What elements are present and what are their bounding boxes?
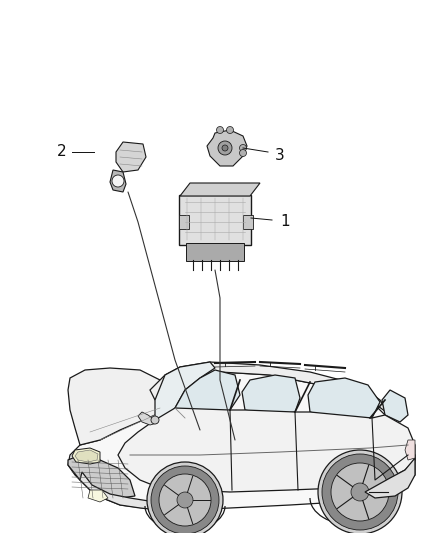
Polygon shape (116, 142, 146, 172)
Polygon shape (75, 450, 98, 462)
Circle shape (147, 462, 223, 533)
Polygon shape (68, 372, 415, 510)
Text: 3: 3 (275, 148, 285, 163)
Polygon shape (80, 472, 160, 510)
Circle shape (351, 483, 369, 501)
Circle shape (318, 450, 402, 533)
Circle shape (218, 141, 232, 155)
Circle shape (240, 144, 247, 151)
Polygon shape (72, 448, 100, 464)
Polygon shape (175, 370, 240, 418)
Circle shape (177, 492, 193, 508)
Polygon shape (110, 170, 126, 192)
Text: 2: 2 (57, 144, 67, 159)
Circle shape (159, 474, 211, 526)
Polygon shape (155, 362, 215, 420)
Polygon shape (180, 183, 260, 196)
Circle shape (322, 454, 398, 530)
Polygon shape (68, 455, 135, 498)
Circle shape (331, 463, 389, 521)
Polygon shape (365, 458, 415, 498)
Polygon shape (382, 390, 408, 422)
Circle shape (222, 145, 228, 151)
Circle shape (226, 126, 233, 133)
Polygon shape (88, 490, 108, 502)
FancyBboxPatch shape (186, 243, 244, 261)
Polygon shape (242, 375, 300, 415)
Polygon shape (138, 412, 157, 425)
Polygon shape (68, 368, 175, 445)
Polygon shape (308, 378, 380, 420)
Polygon shape (207, 130, 247, 166)
FancyBboxPatch shape (243, 215, 253, 229)
Text: 1: 1 (280, 214, 290, 230)
Polygon shape (150, 362, 390, 415)
Circle shape (216, 126, 223, 133)
Polygon shape (405, 440, 415, 460)
Circle shape (240, 149, 247, 157)
FancyBboxPatch shape (179, 195, 251, 245)
Circle shape (151, 416, 159, 424)
Circle shape (112, 175, 124, 187)
Circle shape (151, 466, 219, 533)
FancyBboxPatch shape (179, 215, 189, 229)
Polygon shape (118, 408, 415, 492)
